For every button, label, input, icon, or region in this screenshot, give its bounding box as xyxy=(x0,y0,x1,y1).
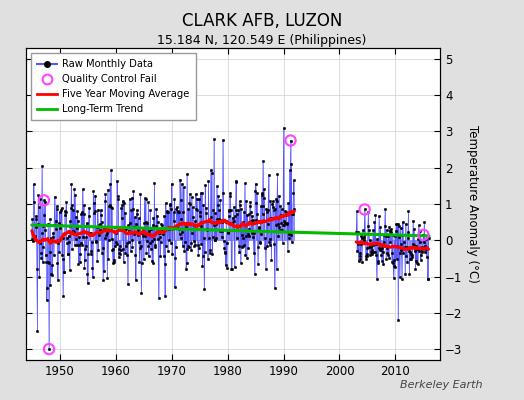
Text: Berkeley Earth: Berkeley Earth xyxy=(400,380,482,390)
Point xyxy=(40,197,48,204)
Point xyxy=(45,346,53,352)
Text: 15.184 N, 120.549 E (Philippines): 15.184 N, 120.549 E (Philippines) xyxy=(157,34,367,47)
Point xyxy=(361,206,369,213)
Text: CLARK AFB, LUZON: CLARK AFB, LUZON xyxy=(182,12,342,30)
Point xyxy=(286,137,294,144)
Point xyxy=(419,232,428,238)
Y-axis label: Temperature Anomaly (°C): Temperature Anomaly (°C) xyxy=(466,125,479,283)
Legend: Raw Monthly Data, Quality Control Fail, Five Year Moving Average, Long-Term Tren: Raw Monthly Data, Quality Control Fail, … xyxy=(31,53,195,120)
